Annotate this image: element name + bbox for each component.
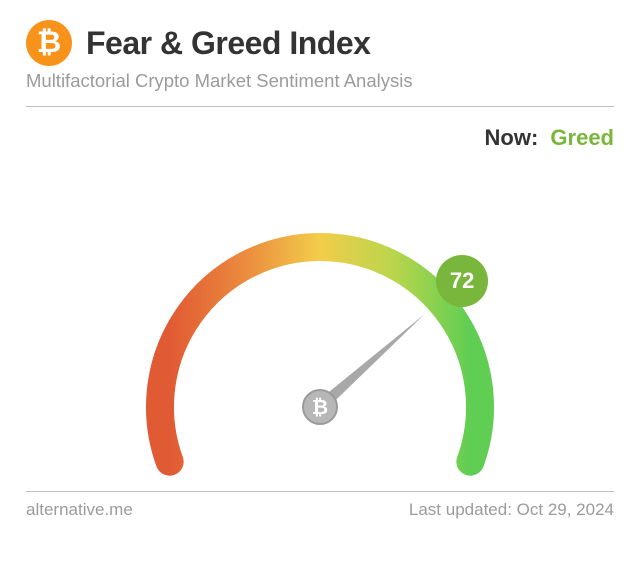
now-status: Now: Greed: [26, 125, 614, 151]
bitcoin-pivot-icon: ₿: [312, 397, 328, 419]
footer-updated: Last updated: Oct 29, 2024: [409, 500, 614, 520]
page-subtitle: Multifactorial Crypto Market Sentiment A…: [26, 70, 614, 92]
bitcoin-icon: ₿: [26, 20, 72, 66]
header: ₿ Fear & Greed Index: [26, 20, 614, 66]
now-label: Now:: [485, 125, 539, 150]
divider: [26, 106, 614, 107]
gauge-value-badge: 72: [436, 255, 488, 307]
footer: alternative.me Last updated: Oct 29, 202…: [26, 500, 614, 520]
page-title: Fear & Greed Index: [86, 25, 370, 62]
bitcoin-glyph: ₿: [26, 20, 72, 66]
now-value: Greed: [550, 125, 614, 150]
svg-text:₿: ₿: [37, 26, 61, 59]
gauge-svg: ₿: [80, 157, 560, 477]
divider: [26, 491, 614, 492]
gauge-value: 72: [450, 268, 474, 294]
footer-source: alternative.me: [26, 500, 133, 520]
gauge-arc: [160, 247, 480, 462]
gauge: ₿ 72: [26, 157, 614, 477]
